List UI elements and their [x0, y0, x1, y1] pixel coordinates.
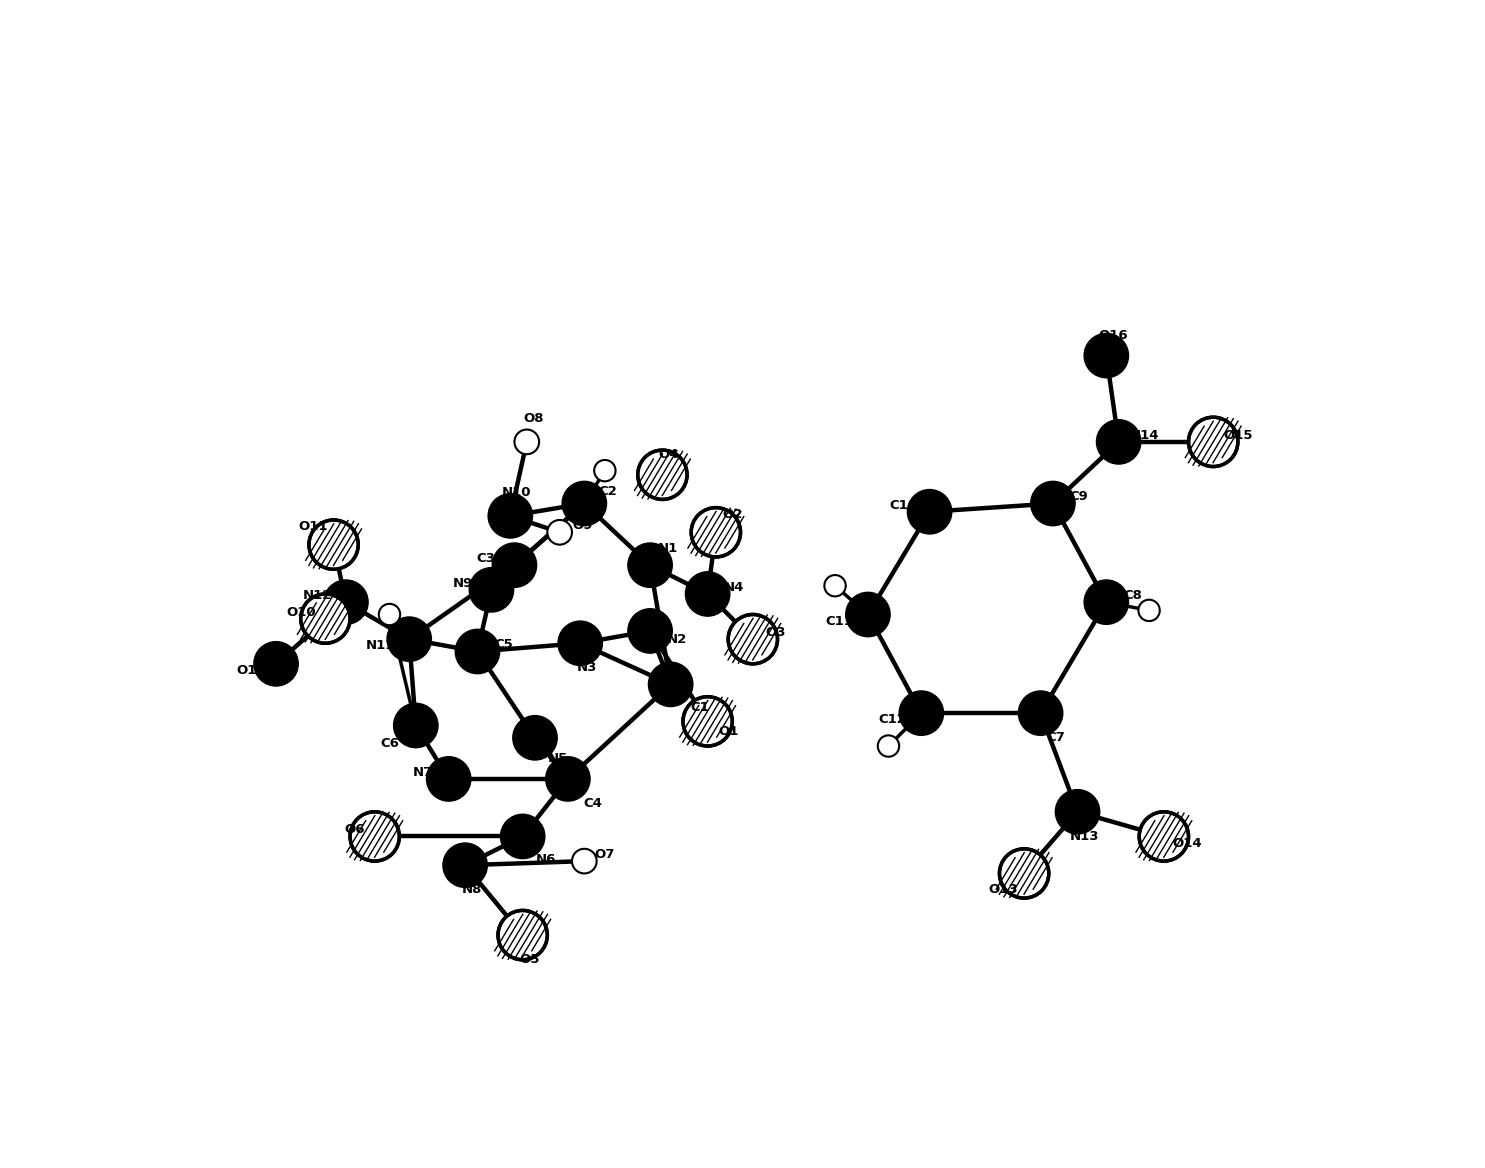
Circle shape	[492, 543, 536, 588]
Text: O15: O15	[1224, 429, 1253, 442]
Text: N9: N9	[453, 577, 472, 590]
Text: N7: N7	[413, 766, 432, 779]
Circle shape	[686, 572, 729, 617]
Text: N13: N13	[1069, 830, 1099, 843]
Circle shape	[999, 849, 1048, 898]
Text: O16: O16	[1097, 328, 1127, 341]
Text: O10: O10	[287, 605, 315, 619]
Text: N8: N8	[462, 883, 483, 896]
Text: N1: N1	[658, 542, 679, 555]
Text: C4: C4	[584, 797, 601, 811]
Text: O2: O2	[722, 508, 742, 521]
Text: C2: C2	[598, 485, 616, 498]
Text: C9: C9	[1069, 491, 1089, 503]
Circle shape	[898, 691, 943, 736]
Circle shape	[1084, 333, 1129, 377]
Circle shape	[1188, 417, 1238, 466]
Text: O6: O6	[345, 823, 364, 836]
Circle shape	[846, 592, 890, 637]
Text: O9: O9	[573, 520, 593, 533]
Text: O4: O4	[659, 447, 679, 460]
Circle shape	[254, 641, 298, 686]
Circle shape	[456, 630, 499, 674]
Text: O13: O13	[989, 883, 1019, 896]
Circle shape	[497, 910, 548, 960]
Circle shape	[1084, 580, 1129, 625]
Circle shape	[572, 849, 597, 874]
Circle shape	[558, 621, 603, 666]
Text: N2: N2	[667, 633, 686, 646]
Circle shape	[489, 494, 533, 538]
Text: N5: N5	[548, 752, 569, 765]
Circle shape	[512, 716, 557, 760]
Circle shape	[443, 843, 487, 888]
Circle shape	[1139, 599, 1160, 621]
Text: O11: O11	[298, 520, 328, 533]
Circle shape	[907, 489, 952, 534]
Text: O1: O1	[717, 724, 738, 738]
Circle shape	[728, 614, 778, 663]
Text: O12: O12	[236, 663, 266, 677]
Circle shape	[548, 520, 572, 544]
Circle shape	[426, 757, 471, 801]
Circle shape	[500, 814, 545, 858]
Text: C10: C10	[890, 499, 918, 512]
Text: C8: C8	[1123, 589, 1142, 602]
Circle shape	[1139, 812, 1188, 861]
Text: N6: N6	[536, 853, 555, 865]
Circle shape	[594, 460, 616, 481]
Text: N11: N11	[365, 639, 395, 652]
Text: O14: O14	[1172, 836, 1201, 849]
Circle shape	[514, 430, 539, 454]
Circle shape	[649, 662, 693, 707]
Circle shape	[379, 604, 399, 625]
Text: N3: N3	[576, 661, 597, 674]
Text: C5: C5	[495, 639, 514, 652]
Circle shape	[878, 736, 900, 757]
Circle shape	[1031, 481, 1075, 526]
Circle shape	[1096, 419, 1140, 464]
Text: O7: O7	[594, 848, 615, 861]
Circle shape	[628, 609, 673, 653]
Circle shape	[563, 481, 606, 526]
Text: C12: C12	[879, 714, 906, 726]
Text: O3: O3	[766, 626, 786, 639]
Circle shape	[301, 595, 350, 644]
Text: O5: O5	[520, 953, 539, 966]
Circle shape	[1019, 691, 1063, 736]
Text: N4: N4	[723, 580, 744, 593]
Circle shape	[394, 703, 438, 748]
Text: O8: O8	[523, 412, 544, 425]
Circle shape	[628, 543, 673, 588]
Text: C6: C6	[380, 737, 399, 750]
Text: C1: C1	[691, 701, 708, 714]
Circle shape	[388, 617, 432, 661]
Circle shape	[1056, 790, 1100, 834]
Circle shape	[545, 757, 590, 801]
Text: C7: C7	[1045, 731, 1065, 744]
Text: N10: N10	[502, 486, 532, 500]
Text: N12: N12	[303, 589, 331, 602]
Circle shape	[324, 580, 368, 625]
Circle shape	[683, 696, 732, 746]
Circle shape	[469, 568, 514, 612]
Text: N14: N14	[1130, 429, 1160, 442]
Circle shape	[637, 450, 688, 500]
Circle shape	[350, 812, 399, 861]
Text: C3: C3	[477, 552, 495, 565]
Circle shape	[824, 575, 846, 597]
Circle shape	[691, 508, 741, 557]
Circle shape	[309, 520, 358, 569]
Text: C11: C11	[826, 614, 852, 627]
